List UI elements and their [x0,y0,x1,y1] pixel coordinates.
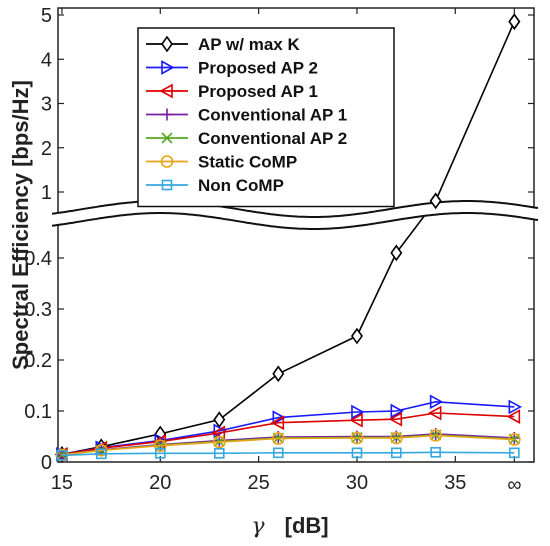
legend-swatch-marker [161,179,173,191]
axis-break-line-bottom [51,212,539,230]
legend-item: Non CoMP [146,176,284,195]
data-point [56,450,68,461]
data-point [213,411,226,429]
data-point [430,447,441,458]
data-point [350,327,363,345]
series-non-comp [56,447,520,461]
data-point [350,431,364,445]
series-layer [54,13,523,463]
axis-break-band [51,200,539,230]
data-point [212,435,226,449]
data-point [388,411,403,427]
data-point [508,399,523,415]
y-tick-label: 0.4 [24,248,52,270]
y-tick-label: 0.2 [24,350,52,372]
legend-label: Conventional AP 1 [198,106,347,125]
x-tick-label: ∞ [507,474,521,496]
data-point [509,447,520,459]
data-point [351,404,365,420]
data-point [272,410,286,425]
data-point [213,423,227,439]
x-axis-ticks: 15 20 25 30 35 ∞ [51,8,521,496]
x-axis-label-unit: [dB] [285,513,329,538]
x-axis-label-symbol: γ [251,514,265,539]
data-point [508,13,521,31]
legend-label: Non CoMP [198,176,284,195]
data-point [391,447,402,459]
legend-label: Conventional AP 2 [198,129,347,148]
legend-swatch-marker [161,60,175,75]
marker-stroke [161,132,173,144]
y-axis-label: Spectral Efficiency [bps/Hz] [8,80,33,370]
y-axis-ticks: 0 0.1 0.2 0.3 0.4 1 2 3 4 5 [24,5,534,474]
data-point [213,448,225,459]
data-point [508,433,521,446]
data-point [390,244,403,262]
legend: AP w/ max K Proposed AP 2 Proposed AP 1 Con… [137,27,395,208]
legend-swatch-marker [161,132,173,144]
data-point [390,403,404,419]
data-point [272,447,284,459]
data-point [429,394,444,410]
x-tick-label: 15 [51,472,73,494]
x-tick-label: 35 [444,472,466,494]
data-point [94,443,108,457]
legend-swatch-marker [159,83,173,99]
legend-label: Proposed AP 2 [198,59,318,78]
series-line [61,412,515,456]
legend-item: Conventional AP 2 [146,129,347,148]
y-tick-label: 2 [41,138,52,160]
x-axis-label: γ [dB] [251,513,328,539]
data-point [390,431,403,445]
y-tick-label: 4 [41,49,52,71]
data-point [270,415,285,431]
data-point [95,448,107,460]
legend-swatch-marker [161,35,173,53]
data-point [506,409,521,424]
legend-item: AP w/ max K [146,35,300,54]
legend-box [137,27,395,208]
x-tick-label: 30 [346,472,368,494]
y-tick-label: 1 [41,182,52,204]
legend-swatch-marker [161,108,173,121]
x-tick-label: 25 [248,472,270,494]
plot-area-frame [57,7,535,463]
data-point [349,412,363,428]
axis-break-line-top [51,200,539,218]
legend-item: Static CoMP [146,153,297,172]
data-point [271,432,285,445]
data-point [429,192,442,210]
legend-label: AP w/ max K [198,35,300,54]
series-line [61,451,515,457]
legend-item: Proposed AP 2 [146,59,318,78]
y-tick-label: 3 [41,94,52,116]
series-ap-w-max-k-overlay [429,13,521,210]
y-tick-label: 5 [41,5,52,27]
data-point [351,447,363,459]
legend-item: Proposed AP 1 [146,82,318,101]
axis-break-fill [52,201,538,229]
y-tick-label: 0 [41,452,52,474]
series-static-comp [55,429,521,462]
legend-label: Static CoMP [198,153,297,172]
legend-item: Conventional AP 1 [146,106,347,125]
y-tick-label: 0.1 [24,401,52,423]
data-point [153,439,167,452]
x-tick-label: 20 [149,472,171,494]
y-tick-label: 0.3 [24,299,52,321]
data-point [427,405,442,421]
data-point [429,429,442,442]
series-line [61,434,515,456]
legend-label: Proposed AP 1 [198,82,318,101]
data-point [154,448,166,459]
plot-border [57,7,535,463]
data-point [272,365,285,383]
legend-swatch-marker [160,155,174,168]
